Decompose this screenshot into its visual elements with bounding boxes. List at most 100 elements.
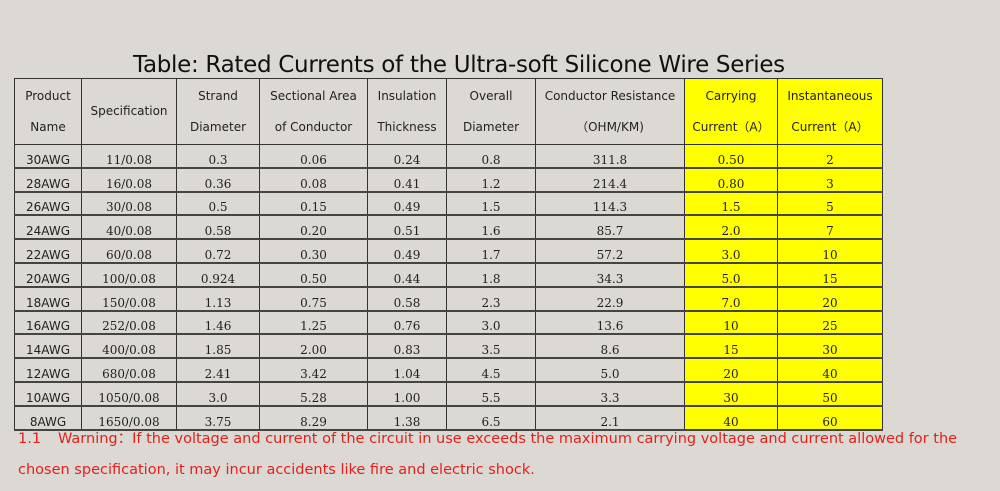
cell-specification: 30/0.08	[81, 191, 177, 217]
cell-carrying-current: 7.0	[684, 286, 778, 312]
cell-conductor-resistance: 3.3	[535, 381, 685, 407]
table-row: 20AWG 100/0.08 0.924 0.50 0.44 1.8 34.3 5.0 15	[14, 262, 883, 288]
cell-strand-diameter: 1.46	[176, 310, 260, 336]
cell-insulation-thickness: 0.83	[367, 333, 447, 360]
table-row: 22AWG 60/0.08 0.72 0.30 0.49 1.7 57.2 3.0 10	[14, 238, 883, 264]
header-label: Sectional Area	[270, 88, 357, 103]
table-title: Table: Rated Currents of the Ultra-soft …	[133, 52, 785, 78]
header-label: （OHM/KM)	[576, 119, 644, 134]
cell-overall-diameter: 1.6	[446, 214, 536, 241]
cell-insulation-thickness: 0.51	[367, 214, 447, 241]
table-row: 26AWG 30/0.08 0.5 0.15 0.49 1.5 114.3 1.5 5	[14, 191, 883, 217]
cell-product-name: 30AWG	[14, 143, 82, 169]
rated-currents-table: Product Name Specification Strand Diameter Se…	[14, 78, 883, 431]
cell-product-name: 12AWG	[14, 357, 82, 383]
cell-strand-diameter: 1.13	[176, 286, 260, 312]
cell-carrying-current: 1.5	[684, 191, 778, 217]
header-product-name: Product Name	[14, 78, 82, 145]
cell-sectional-area: 2.00	[259, 333, 368, 360]
cell-carrying-current: 2.0	[684, 214, 778, 241]
header-label: Insulation	[377, 88, 437, 103]
warning-text: Warning：If the voltage and current of th…	[18, 431, 958, 478]
cell-carrying-current: 5.0	[684, 262, 778, 288]
cell-sectional-area: 0.15	[259, 191, 368, 217]
cell-instantaneous-current: 10	[777, 238, 883, 264]
cell-insulation-thickness: 0.58	[367, 286, 447, 312]
cell-sectional-area: 1.25	[259, 310, 368, 336]
cell-instantaneous-current: 2	[777, 143, 883, 169]
cell-product-name: 10AWG	[14, 381, 82, 407]
table-row: 14AWG 400/0.08 1.85 2.00 0.83 3.5 8.6 15 30	[14, 333, 883, 360]
cell-sectional-area: 0.08	[259, 167, 368, 193]
cell-instantaneous-current: 20	[777, 286, 883, 312]
cell-overall-diameter: 1.2	[446, 167, 536, 193]
cell-conductor-resistance: 13.6	[535, 310, 685, 336]
header-label: Current（A）	[692, 119, 770, 134]
cell-insulation-thickness: 0.49	[367, 238, 447, 264]
cell-strand-diameter: 0.3	[176, 143, 260, 169]
cell-product-name: 18AWG	[14, 286, 82, 312]
cell-product-name: 28AWG	[14, 167, 82, 193]
cell-specification: 60/0.08	[81, 238, 177, 264]
cell-insulation-thickness: 1.04	[367, 357, 447, 383]
cell-carrying-current: 20	[684, 357, 778, 383]
cell-insulation-thickness: 0.44	[367, 262, 447, 288]
cell-insulation-thickness: 0.24	[367, 143, 447, 169]
cell-insulation-thickness: 1.00	[367, 381, 447, 407]
cell-strand-diameter: 0.924	[176, 262, 260, 288]
cell-specification: 400/0.08	[81, 333, 177, 360]
cell-strand-diameter: 1.85	[176, 333, 260, 360]
warning-note: 1.1 Warning：If the voltage and current of…	[18, 424, 998, 486]
cell-carrying-current: 0.50	[684, 143, 778, 169]
cell-conductor-resistance: 85.7	[535, 214, 685, 241]
table-row: 16AWG 252/0.08 1.46 1.25 0.76 3.0 13.6 10 25	[14, 310, 883, 336]
header-insulation-thickness: Insulation Thickness	[367, 78, 447, 145]
cell-conductor-resistance: 214.4	[535, 167, 685, 193]
header-overall-diameter: Overall Diameter	[446, 78, 536, 145]
cell-product-name: 26AWG	[14, 191, 82, 217]
cell-specification: 1650/0.08	[81, 405, 177, 431]
cell-product-name: 16AWG	[14, 310, 82, 336]
cell-carrying-current: 15	[684, 333, 778, 360]
cell-instantaneous-current: 3	[777, 167, 883, 193]
table-row: 10AWG 1050/0.08 3.0 5.28 1.00 5.5 3.3 30 50	[14, 381, 883, 407]
header-carrying-current: Carrying Current（A）	[684, 78, 778, 145]
cell-insulation-thickness: 0.41	[367, 167, 447, 193]
cell-sectional-area: 0.30	[259, 238, 368, 264]
cell-instantaneous-current: 15	[777, 262, 883, 288]
cell-strand-diameter: 0.5	[176, 191, 260, 217]
cell-instantaneous-current: 60	[777, 405, 883, 431]
cell-strand-diameter: 0.58	[176, 214, 260, 241]
cell-overall-diameter: 1.8	[446, 262, 536, 288]
cell-specification: 150/0.08	[81, 286, 177, 312]
cell-product-name: 14AWG	[14, 333, 82, 360]
header-conductor-resistance: Conductor Resistance （OHM/KM)	[535, 78, 685, 145]
cell-specification: 16/0.08	[81, 167, 177, 193]
cell-strand-diameter: 2.41	[176, 357, 260, 383]
header-label: Strand	[198, 88, 238, 103]
cell-strand-diameter: 3.0	[176, 381, 260, 407]
cell-overall-diameter: 1.7	[446, 238, 536, 264]
cell-product-name: 20AWG	[14, 262, 82, 288]
table-row: 30AWG 11/0.08 0.3 0.06 0.24 0.8 311.8 0.50 2	[14, 143, 883, 169]
cell-overall-diameter: 2.3	[446, 286, 536, 312]
cell-specification: 680/0.08	[81, 357, 177, 383]
cell-strand-diameter: 0.36	[176, 167, 260, 193]
cell-instantaneous-current: 50	[777, 381, 883, 407]
cell-conductor-resistance: 2.1	[535, 405, 685, 431]
cell-product-name: 8AWG	[14, 405, 82, 431]
cell-sectional-area: 3.42	[259, 357, 368, 383]
cell-product-name: 22AWG	[14, 238, 82, 264]
cell-instantaneous-current: 5	[777, 191, 883, 217]
cell-specification: 40/0.08	[81, 214, 177, 241]
table-row: 12AWG 680/0.08 2.41 3.42 1.04 4.5 5.0 20 40	[14, 357, 883, 383]
header-row: Product Name Specification Strand Diameter Se…	[14, 78, 883, 145]
cell-specification: 1050/0.08	[81, 381, 177, 407]
cell-insulation-thickness: 0.76	[367, 310, 447, 336]
cell-conductor-resistance: 5.0	[535, 357, 685, 383]
cell-carrying-current: 30	[684, 381, 778, 407]
cell-instantaneous-current: 25	[777, 310, 883, 336]
cell-sectional-area: 5.28	[259, 381, 368, 407]
header-label: Current（A）	[791, 119, 869, 134]
cell-sectional-area: 0.75	[259, 286, 368, 312]
